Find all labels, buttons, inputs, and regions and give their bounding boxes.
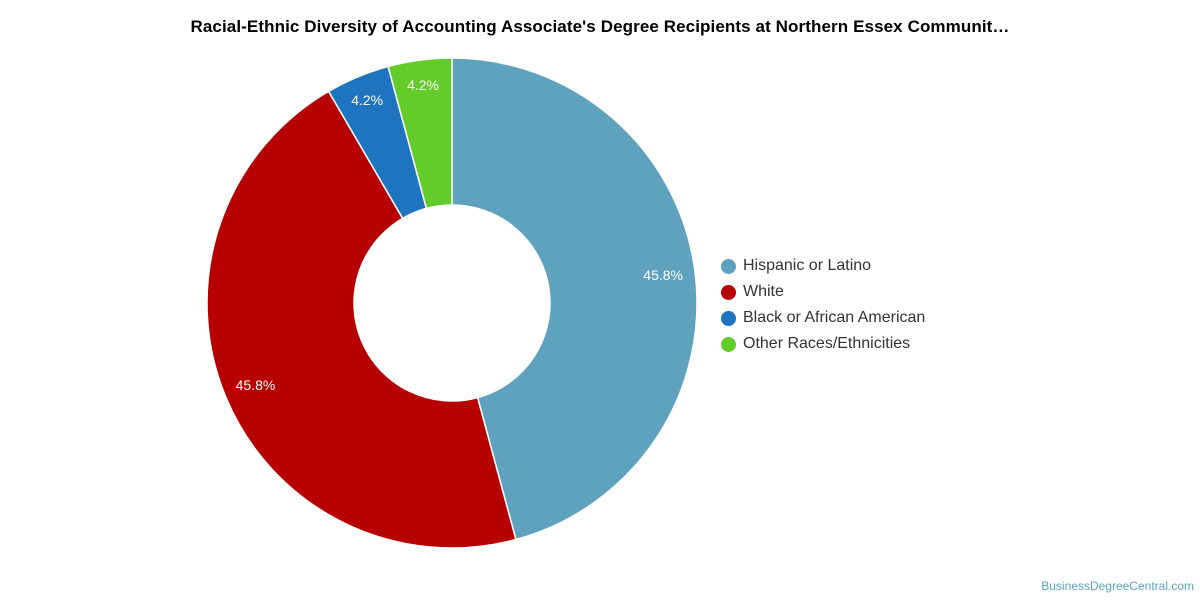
legend-label: Hispanic or Latino [743, 257, 872, 274]
legend-label: White [743, 283, 784, 300]
legend-label: Other Races/Ethnicities [743, 335, 911, 352]
slice-white[interactable] [206, 90, 517, 549]
legend-item-white[interactable]: White [721, 279, 925, 305]
legend-item-hispanic-or-latino[interactable]: Hispanic or Latino [721, 253, 925, 279]
legend-item-other-races-ethnicities[interactable]: Other Races/Ethnicities [721, 331, 925, 357]
slice-label-black-or-african-american: 4.2% [351, 92, 383, 108]
legend-swatch [721, 336, 736, 352]
legend-swatch [721, 310, 736, 326]
slice-label-hispanic-or-latino: 45.8% [643, 267, 683, 283]
slice-labels-group: 45.8% 45.8% 4.2% 4.2% [236, 77, 683, 393]
legend-swatch [721, 284, 736, 300]
slice-label-other-races-ethnicities: 4.2% [407, 77, 439, 93]
slice-label-white: 45.8% [236, 377, 276, 393]
chart-title: Racial-Ethnic Diversity of Accounting As… [190, 17, 1010, 36]
site-credit[interactable]: BusinessDegreeCentral.com [1041, 579, 1194, 593]
legend-item-black-or-african-american[interactable]: Black or African American [721, 305, 925, 331]
slice-other-races-ethnicities[interactable] [387, 57, 453, 210]
legend: Hispanic or Latino White Black or African … [721, 253, 925, 357]
slice-hispanic-or-latino[interactable] [451, 57, 698, 541]
legend-swatch [721, 258, 736, 274]
slices-group [206, 57, 698, 549]
legend-label: Black or African American [743, 309, 926, 326]
